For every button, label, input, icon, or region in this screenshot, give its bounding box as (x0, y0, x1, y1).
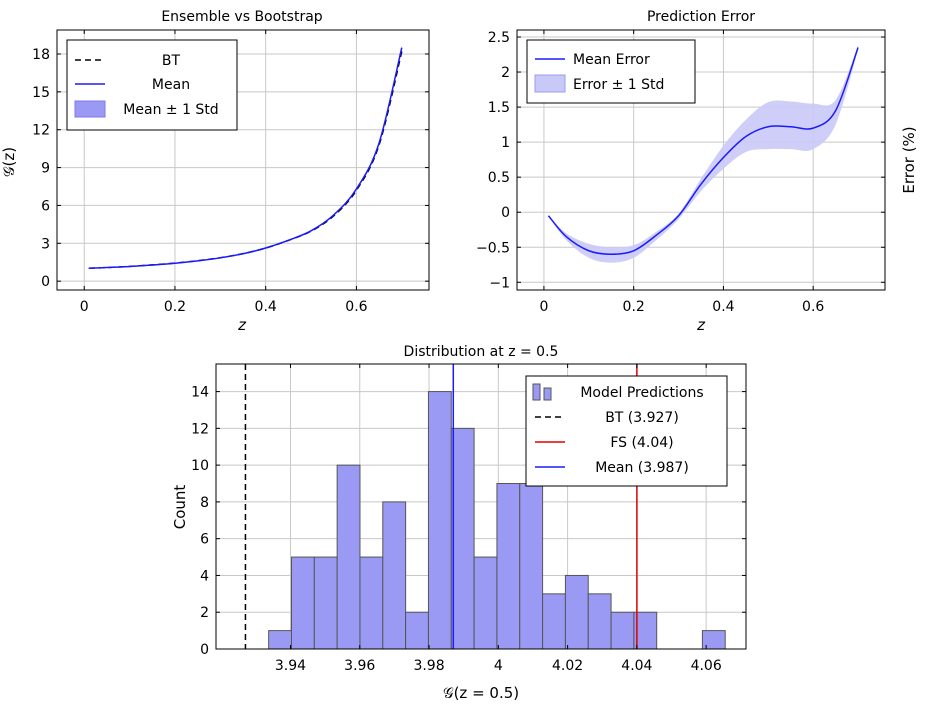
x-tick-label: 4.06 (691, 658, 722, 674)
histogram-bar (290, 556, 315, 650)
y-tick-label: 1 (501, 135, 510, 151)
chart-3-xlabel: 𝒢(z = 0.5) (443, 684, 519, 702)
x-tick-label: 3.94 (275, 658, 306, 674)
histogram-bar (519, 483, 544, 650)
histogram-bar (313, 556, 338, 650)
y-tick-label: 4 (200, 568, 209, 584)
chart-1-legend: BT Mean Mean ± 1 Std (66, 39, 238, 131)
chart-3-ticks: 3.94 3.96 3.98 4 4.02 4.04 4.06 0 2 4 6 8 10 12 14 (191, 364, 746, 674)
chart-2-band (548, 45, 859, 263)
x-tick-label: 0.6 (802, 299, 824, 315)
y-tick-label: 2 (200, 605, 209, 621)
y-tick-label: 2 (501, 65, 510, 81)
histogram-bar (359, 556, 384, 650)
histogram-bar (587, 593, 612, 650)
y-tick-label: 9 (41, 161, 50, 177)
y-tick-label: 0 (200, 642, 209, 658)
chart-3-legend: Model Predictions BT (3.927) FS (4.04) M… (525, 375, 728, 487)
chart-3-frame (215, 363, 747, 650)
chart-prediction-error: Prediction Error 0 0.2 0.4 0.6 −1 −0.5 0 0.5 1 1.… (476, 9, 918, 334)
legend-std-label: Mean ± 1 Std (123, 102, 218, 118)
x-tick-label: 4 (494, 658, 503, 674)
y-tick-label: 1.5 (488, 100, 510, 116)
x-tick-label: 0.2 (623, 299, 645, 315)
y-tick-label: 12 (32, 123, 50, 139)
legend-mean-line-label: Mean (3.987) (595, 460, 689, 476)
chart-1-frame (56, 29, 430, 291)
y-tick-label: 10 (191, 458, 209, 474)
std-band (548, 45, 859, 263)
y-tick-label: −0.5 (476, 240, 510, 256)
legend-std-swatch (74, 100, 106, 118)
x-tick-label: 0.4 (255, 299, 277, 315)
histogram-bar (496, 483, 521, 650)
x-tick-label: 0.6 (345, 299, 367, 315)
histogram-bar (542, 593, 566, 650)
histogram-bar (336, 464, 361, 650)
x-tick-label: 0.2 (164, 299, 186, 315)
histogram-bar (610, 611, 635, 650)
chart-3-ylabel: Count (171, 485, 189, 530)
histogram-bar (268, 630, 292, 650)
y-tick-label: 18 (32, 47, 50, 63)
x-tick-label: 4.04 (621, 658, 652, 674)
legend-bt-line-label: BT (3.927) (605, 410, 679, 426)
x-tick-label: 0 (539, 299, 548, 315)
x-tick-label: 4.02 (552, 658, 583, 674)
chart-1-lines (88, 47, 403, 270)
chart-ensemble-vs-bootstrap: Ensemble vs Bootstrap 0 0.2 0.4 0.6 0 3 6 9 12 15… (0, 9, 430, 334)
x-tick-label: 3.98 (413, 658, 444, 674)
chart-1-xlabel: z (237, 316, 247, 334)
legend-hist-label: Model Predictions (580, 385, 703, 401)
y-tick-label: 8 (200, 495, 209, 511)
legend-hist-swatch-a (532, 383, 541, 401)
x-tick-label: 0.4 (712, 299, 734, 315)
y-tick-label: 12 (191, 421, 209, 437)
chart-1-ylabel: 𝒢(z) (0, 147, 18, 177)
y-tick-label: 6 (41, 198, 50, 214)
legend-mean-label: Mean (152, 77, 190, 93)
chart-distribution: Distribution at z = 0.5 3.94 3.96 3.98 4 4.0… (171, 344, 747, 702)
y-tick-label: 14 (191, 385, 209, 401)
chart-2-lines (547, 47, 859, 256)
legend-error-std-swatch (534, 74, 566, 93)
x-tick-label: 3.96 (344, 658, 375, 674)
chart-1-title: Ensemble vs Bootstrap (161, 9, 322, 25)
y-tick-label: 6 (200, 532, 209, 548)
y-tick-label: 3 (41, 236, 50, 252)
legend-bt-label: BT (162, 53, 181, 69)
chart-1-ticks: 0 0.2 0.4 0.6 0 3 6 9 12 15 18 (32, 30, 429, 315)
series-line-mean (88, 47, 403, 270)
legend-hist-swatch-b (543, 387, 552, 401)
chart-2-ticks: 0 0.2 0.4 0.6 −1 −0.5 0 0.5 1 1.5 2 2.5 (476, 30, 885, 315)
y-tick-label: 0 (501, 205, 510, 221)
chart-3-bars (268, 391, 726, 650)
chart-3-title: Distribution at z = 0.5 (404, 344, 559, 360)
histogram-bar (405, 611, 429, 650)
chart-2-legend-box (526, 39, 696, 104)
y-tick-label: 0 (41, 274, 50, 290)
histogram-bar (382, 501, 407, 650)
y-tick-label: 0.5 (488, 170, 510, 186)
y-tick-label: 2.5 (488, 30, 510, 46)
histogram-bar (473, 556, 498, 650)
y-tick-label: −1 (489, 275, 510, 291)
legend-mean-error-label: Mean Error (573, 52, 650, 68)
legend-error-std-label: Error ± 1 Std (573, 77, 664, 93)
histogram-bar (450, 427, 475, 650)
y-tick-label: 15 (32, 85, 50, 101)
chart-2-title: Prediction Error (647, 9, 755, 25)
x-tick-label: 0 (80, 299, 89, 315)
series-line-mean-error (547, 47, 859, 256)
chart-2-xlabel: z (696, 316, 706, 334)
legend-fs-line-label: FS (4.04) (610, 435, 673, 451)
chart-2-legend: Mean Error Error ± 1 Std (526, 39, 696, 104)
chart-2-ylabel: Error (%) (900, 126, 918, 193)
chart-2-frame (516, 29, 886, 291)
histogram-bar (427, 391, 452, 650)
histogram-bar (564, 574, 589, 650)
